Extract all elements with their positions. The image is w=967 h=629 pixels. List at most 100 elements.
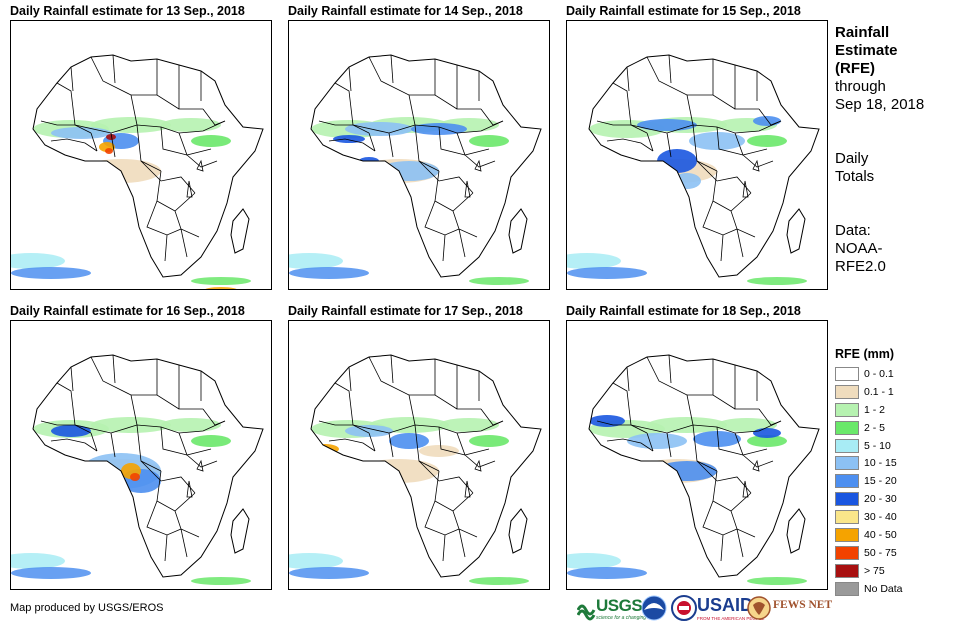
lake-outline (474, 159, 482, 172)
legend-swatch (835, 366, 859, 381)
legend-item: 15 - 20 (835, 472, 965, 490)
country-border (464, 154, 496, 168)
country-border (452, 210, 478, 238)
rain-patch (11, 253, 65, 269)
legend-swatch (835, 420, 859, 435)
country-borders (318, 54, 504, 262)
country-border (164, 234, 168, 262)
country-border (442, 234, 446, 262)
rain-patch (419, 445, 459, 457)
country-border (666, 432, 672, 458)
country-border (442, 534, 446, 562)
map-panel-17-sep: Daily Rainfall estimate for 17 Sep., 201… (288, 303, 550, 593)
country-border (110, 432, 116, 458)
africa-coastline (32, 54, 264, 278)
rain-patch (469, 277, 529, 285)
legend-swatch (835, 402, 859, 417)
country-border (318, 120, 353, 126)
country-border (702, 500, 738, 536)
country-border (646, 132, 654, 152)
sidebar-date: Sep 18, 2018 (835, 96, 925, 113)
rain-patch (33, 55, 76, 59)
rfe-legend: RFE (mm) 0 - 0.1 0.1 - 1 1 - 2 2 - 5 5 - 10 1… (835, 347, 965, 598)
legend-swatch (835, 492, 859, 507)
country-border (56, 382, 92, 434)
usgs-icon (576, 604, 596, 621)
legend-item: 40 - 50 (835, 526, 965, 544)
legend-label: 1 - 2 (864, 403, 886, 416)
country-borders (40, 54, 226, 262)
legend-label: 5 - 10 (864, 439, 891, 452)
country-border (56, 82, 92, 134)
country-border (734, 365, 759, 410)
rain-patch (11, 553, 65, 569)
country-border (186, 154, 218, 168)
country-border (730, 510, 756, 538)
madagascar-outline (230, 208, 250, 254)
country-border (40, 420, 75, 426)
map-panel-15-sep: Daily Rainfall estimate for 15 Sep., 201… (566, 3, 828, 293)
rain-patch (51, 425, 91, 437)
noaa-logo (641, 595, 667, 626)
country-border (626, 366, 630, 392)
country-border (409, 394, 458, 410)
country-border (140, 460, 196, 494)
rain-patch (469, 435, 509, 447)
rain-patch (469, 135, 509, 147)
legend-swatch (835, 456, 859, 471)
rain-patch (191, 135, 231, 147)
legend-item: > 75 (835, 562, 965, 580)
rain-patch (11, 267, 91, 279)
rain-patch (106, 134, 116, 140)
rainfall-map (10, 320, 272, 590)
rain-patch (753, 116, 781, 126)
rain-patch (105, 148, 113, 154)
rain-patch (33, 437, 41, 445)
rainfall-map (10, 20, 272, 290)
country-border (458, 528, 466, 558)
usgs-tagline: science for a changing world (596, 615, 660, 621)
rain-patch (689, 132, 745, 150)
panel-title: Daily Rainfall estimate for 18 Sep., 201… (566, 304, 801, 318)
country-border (424, 500, 460, 536)
legend-label: 0.1 - 1 (864, 385, 894, 398)
rain-patch (567, 567, 647, 579)
rain-patch (747, 435, 787, 447)
ocean-rain-layer (289, 553, 529, 585)
country-border (328, 138, 376, 152)
country-border (712, 170, 752, 212)
country-border (452, 510, 478, 538)
ocean-rain-layer (567, 253, 807, 285)
legend-swatch (835, 510, 859, 525)
legend-item: 30 - 40 (835, 508, 965, 526)
fews-text: FEWS NET (773, 599, 833, 611)
legend-swatch (835, 581, 859, 596)
rain-patch (673, 173, 701, 189)
africa-coastline (310, 54, 542, 278)
country-border (480, 108, 504, 126)
legend-label: 30 - 40 (864, 511, 897, 524)
rain-patch (191, 435, 231, 447)
country-border (180, 528, 188, 558)
rain-patch (627, 433, 687, 449)
country-border (90, 56, 138, 126)
country-border (388, 132, 394, 158)
rain-patch (205, 287, 237, 289)
rain-patch (191, 577, 251, 585)
rain-patch (439, 418, 499, 432)
legend-item: 0 - 0.1 (835, 365, 965, 383)
country-border (606, 138, 654, 152)
lake-outline (186, 480, 193, 498)
country-border (178, 65, 203, 110)
legend-item: 5 - 10 (835, 437, 965, 455)
ocean-rain-layer (567, 553, 807, 585)
country-border (612, 382, 648, 434)
noaa-icon (641, 595, 667, 621)
country-border (90, 432, 98, 452)
map-credit: Map produced by USGS/EROS (10, 602, 164, 614)
country-border (368, 356, 416, 426)
rain-patch (315, 447, 327, 455)
panel-title: Daily Rainfall estimate for 13 Sep., 201… (10, 4, 245, 18)
country-border (464, 454, 496, 468)
country-border (112, 354, 116, 384)
